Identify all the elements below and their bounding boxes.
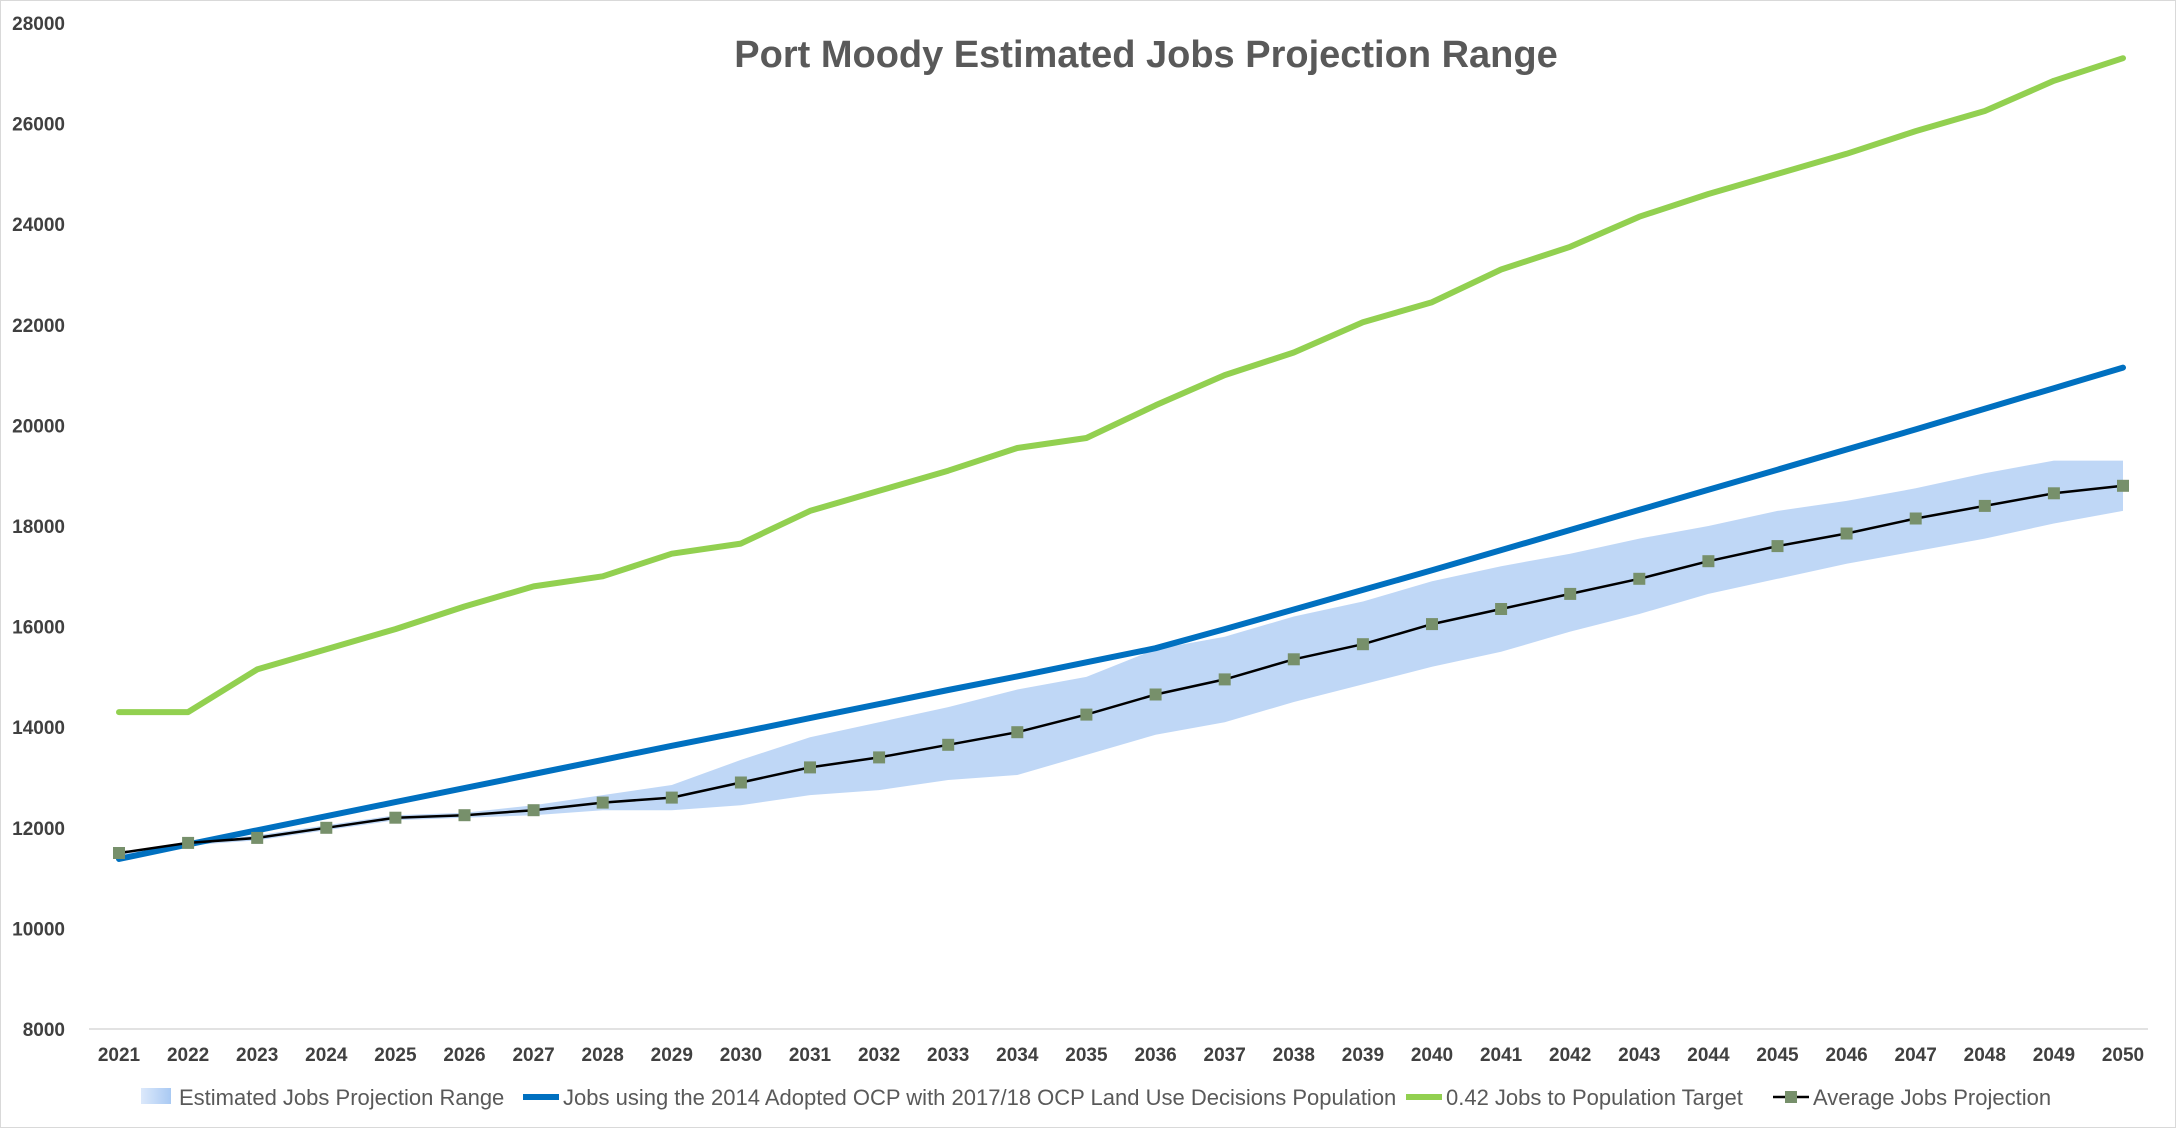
average-jobs-marker (458, 809, 471, 822)
ocp-jobs-line (116, 364, 2126, 862)
average-jobs-marker (1633, 572, 1646, 585)
average-jobs-marker (1080, 708, 1093, 721)
average-jobs-marker (804, 761, 816, 774)
average-jobs-marker (527, 804, 540, 817)
average-jobs-marker (320, 821, 333, 834)
average-jobs-marker (1426, 618, 1438, 631)
average-jobs-marker (1702, 555, 1715, 568)
y-tick-label: 16000 (12, 618, 65, 639)
average-jobs-marker (1149, 688, 1162, 701)
x-tick-label: 2049 (2033, 1045, 2075, 1066)
x-tick-label: 2044 (1687, 1045, 1730, 1066)
average-jobs-marker (113, 847, 125, 859)
average-jobs-marker (942, 738, 955, 751)
x-tick-label: 2037 (1204, 1045, 1246, 1066)
x-tick-label: 2039 (1342, 1045, 1384, 1066)
x-tick-label: 2050 (2102, 1045, 2144, 1066)
y-tick-label: 26000 (12, 115, 65, 136)
average-jobs-marker (873, 751, 886, 764)
average-jobs-marker (1978, 499, 1991, 512)
average-jobs-marker (1495, 603, 1508, 615)
legend-range: Estimated Jobs Projection Range (141, 1085, 504, 1110)
average-jobs-marker (251, 831, 264, 844)
average-jobs-line (117, 484, 2125, 855)
x-tick-label: 2042 (1549, 1045, 1591, 1066)
x-tick-label: 2041 (1480, 1045, 1523, 1066)
target-jobs-line (116, 55, 2126, 716)
legend-label: Jobs using the 2014 Adopted OCP with 201… (563, 1085, 1396, 1110)
x-tick-label: 2022 (167, 1045, 209, 1066)
x-tick-label: 2035 (1065, 1045, 1108, 1066)
x-tick-label: 2021 (98, 1045, 141, 1066)
average-jobs-marker (1909, 512, 1922, 525)
average-jobs-marker (1356, 638, 1369, 651)
average-jobs-marker (1218, 673, 1231, 686)
x-tick-label: 2034 (996, 1045, 1039, 1066)
x-tick-label: 2032 (858, 1045, 900, 1066)
x-tick-label: 2046 (1825, 1045, 1867, 1066)
x-tick-label: 2027 (512, 1045, 554, 1066)
x-tick-label: 2038 (1273, 1045, 1315, 1066)
average-jobs-marker (734, 776, 747, 789)
x-tick-label: 2036 (1134, 1045, 1176, 1066)
legend-label: Average Jobs Projection (1813, 1085, 2051, 1110)
x-tick-label: 2026 (443, 1045, 485, 1066)
average-jobs-marker (182, 836, 195, 849)
average-jobs-marker (1287, 653, 1300, 666)
y-tick-label: 8000 (23, 1020, 65, 1041)
y-tick-label: 12000 (12, 819, 65, 840)
range-band (119, 460, 2123, 856)
x-tick-label: 2045 (1756, 1045, 1799, 1066)
x-tick-label: 2025 (374, 1045, 417, 1066)
average-jobs-marker (1011, 726, 1024, 739)
y-tick-label: 20000 (12, 416, 65, 437)
y-tick-label: 18000 (12, 517, 65, 538)
plot-area (113, 55, 2129, 862)
x-tick-label: 2047 (1895, 1045, 1937, 1066)
y-tick-label: 28000 (12, 14, 65, 35)
x-tick-label: 2029 (651, 1045, 693, 1066)
average-jobs-marker (1564, 587, 1577, 600)
x-tick-label: 2043 (1618, 1045, 1660, 1066)
legend-marker-swatch (1785, 1091, 1797, 1103)
x-tick-label: 2033 (927, 1045, 969, 1066)
legend-target: 0.42 Jobs to Population Target (1406, 1085, 1743, 1110)
x-tick-label: 2031 (789, 1045, 832, 1066)
average-jobs-marker (665, 791, 678, 804)
x-tick-label: 2028 (582, 1045, 624, 1066)
x-tick-label: 2023 (236, 1045, 278, 1066)
y-tick-label: 22000 (12, 316, 65, 337)
average-jobs-marker (2047, 487, 2060, 500)
average-jobs-marker (1771, 540, 1784, 553)
legend-range-swatch (141, 1088, 171, 1104)
x-tick-label: 2040 (1411, 1045, 1453, 1066)
average-jobs-marker (596, 796, 609, 809)
legend-average: Average Jobs Projection (1773, 1085, 2051, 1110)
x-tick-label: 2048 (1964, 1045, 2006, 1066)
axes: 8000 10000 12000 14000 16000 18000 20000 22000 2… (12, 14, 2148, 1066)
x-tick-label: 2024 (305, 1045, 348, 1066)
y-tick-label: 14000 (12, 718, 65, 739)
y-tick-label: 24000 (12, 215, 65, 236)
average-jobs-marker (389, 811, 402, 824)
legend-ocp: Jobs using the 2014 Adopted OCP with 201… (523, 1085, 1396, 1110)
y-tick-label: 10000 (12, 919, 65, 940)
x-tick-label: 2030 (720, 1045, 762, 1066)
chart-title: Port Moody Estimated Jobs Projection Ran… (734, 34, 1557, 76)
legend: Estimated Jobs Projection Range Jobs usin… (141, 1085, 2051, 1110)
legend-label: Estimated Jobs Projection Range (179, 1085, 504, 1110)
average-jobs-marker (1840, 527, 1853, 540)
legend-label: 0.42 Jobs to Population Target (1446, 1085, 1743, 1110)
average-jobs-marker (2117, 479, 2129, 492)
